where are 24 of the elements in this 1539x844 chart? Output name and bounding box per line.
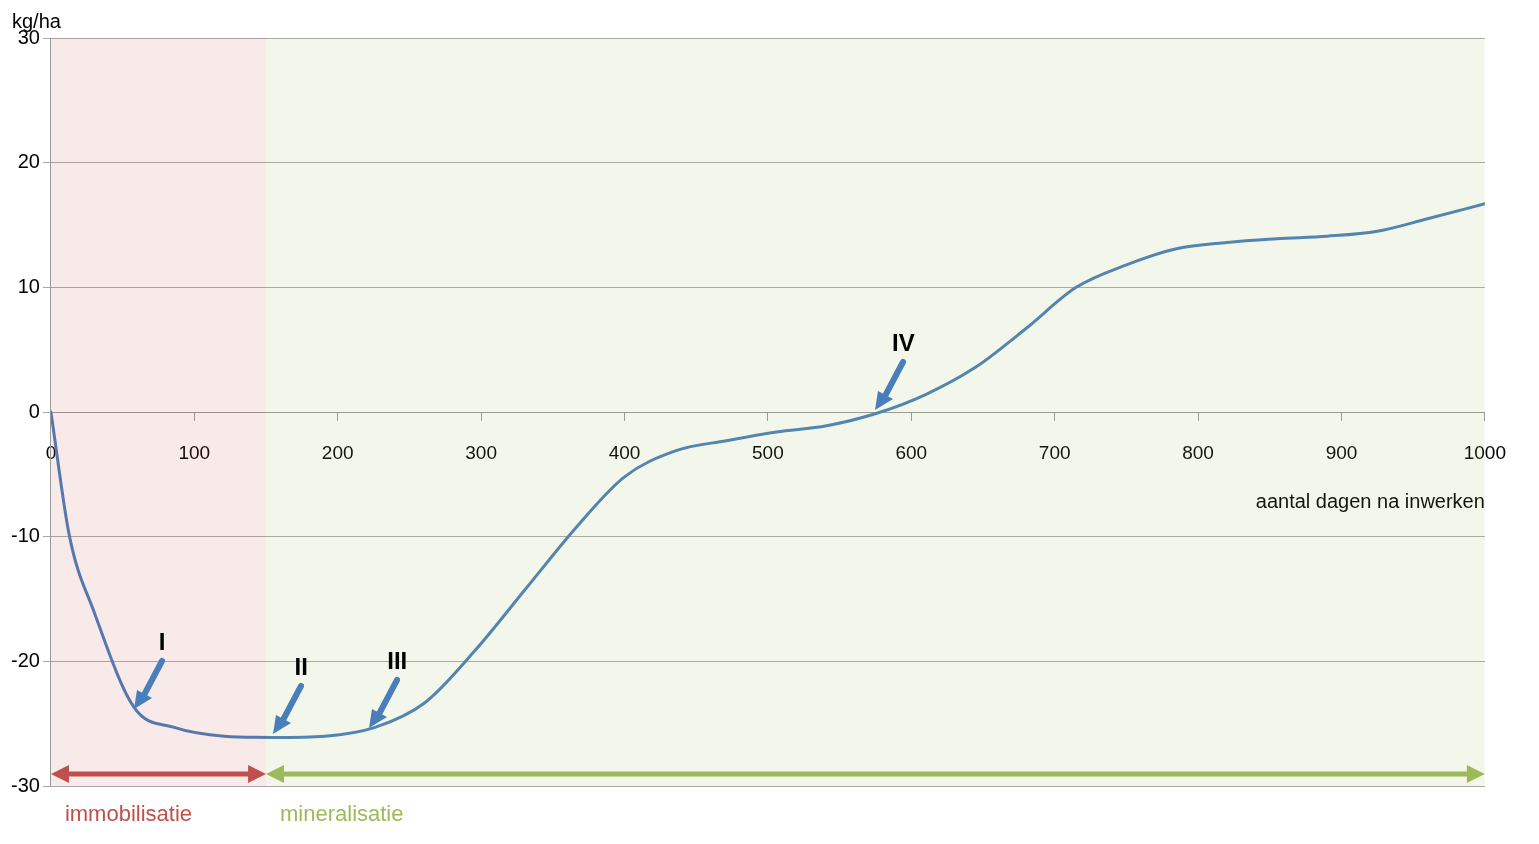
y-tick-label: 0: [28, 399, 40, 422]
x-tick-label: 300: [465, 441, 497, 463]
y-tick-label: -10: [11, 524, 40, 547]
x-tick-label: 600: [895, 441, 928, 463]
x-tick-label: 0: [45, 441, 57, 463]
x-axis-title: aantal dagen na inwerken: [1255, 490, 1485, 513]
y-tick-label: -30: [11, 773, 40, 796]
y-tick-label: 20: [17, 150, 40, 173]
x-tick-label: 200: [321, 441, 354, 463]
annotation: IV: [892, 328, 915, 356]
y-tick-label: -20: [11, 648, 40, 671]
x-tick-label: 700: [1038, 441, 1071, 463]
x-tick-label: 100: [178, 441, 211, 463]
x-tick-label: 500: [752, 441, 784, 463]
x-tick-label: 400: [608, 441, 641, 463]
x-tick-label: 800: [1182, 441, 1214, 463]
y-tick-label: 10: [17, 274, 40, 297]
annotation: III: [387, 646, 408, 674]
x-tick-label: 900: [1325, 441, 1358, 463]
annotation: II: [294, 652, 308, 680]
band-label: mineralisatie: [280, 801, 404, 827]
band-label: immobilisatie: [64, 801, 193, 827]
x-tick-label: 1000: [1463, 441, 1507, 463]
annotation: I: [158, 627, 166, 655]
